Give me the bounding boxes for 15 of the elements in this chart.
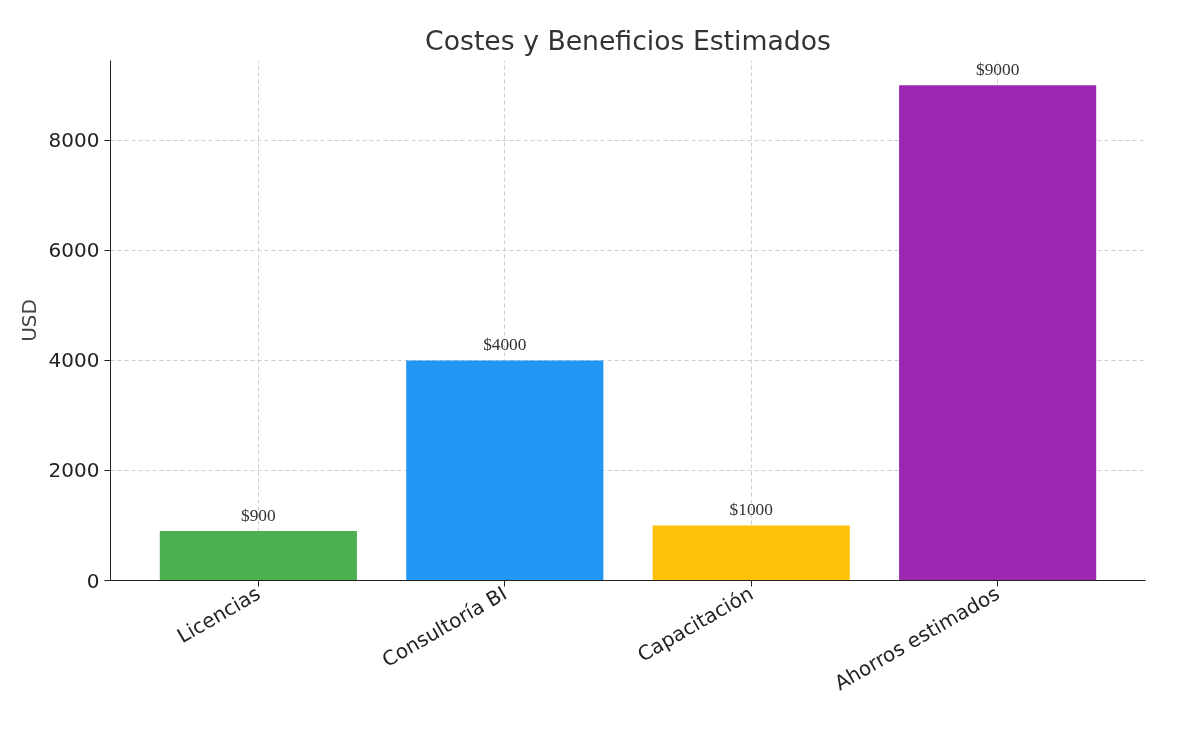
y-tick-label: 2000 (48, 458, 100, 483)
data-label: $900 (241, 505, 276, 525)
chart-title: Costes y Beneficios Estimados (425, 24, 831, 56)
bar (899, 85, 1097, 581)
y-tick-label: 0 (86, 568, 100, 593)
bar (652, 525, 850, 581)
data-label: $1000 (729, 500, 773, 520)
data-label: $4000 (483, 335, 527, 355)
y-axis-title: USD (16, 299, 41, 342)
y-tick-label: 4000 (48, 348, 100, 373)
data-label: $9000 (975, 60, 1020, 80)
bar (406, 360, 604, 581)
y-tick-label: 6000 (48, 238, 100, 263)
y-tick-label: 8000 (48, 128, 100, 153)
bar (159, 530, 357, 581)
